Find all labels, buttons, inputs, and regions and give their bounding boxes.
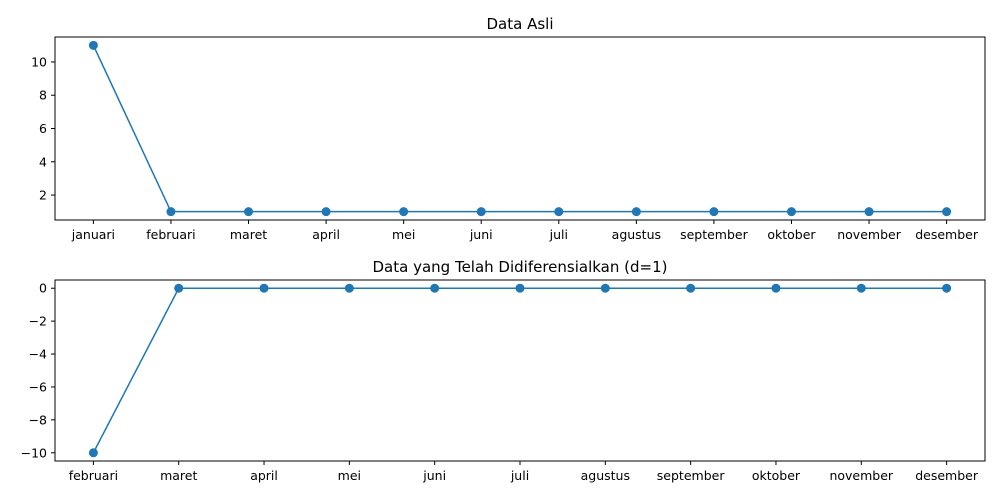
- x-tick-label: september: [680, 227, 749, 242]
- data-point-februari: [88, 448, 98, 458]
- data-point-februari: [166, 207, 176, 217]
- data-point-november: [864, 207, 874, 217]
- x-tick-label: agustus: [612, 227, 661, 242]
- chart-title: Data yang Telah Didiferensialkan (d=1): [373, 258, 668, 276]
- y-tick-label: −2: [29, 314, 47, 329]
- y-tick-label: −8: [29, 412, 47, 427]
- x-tick-label: april: [312, 227, 340, 242]
- x-tick-label: oktober: [767, 227, 816, 242]
- chart-panel-differenced-data: Data yang Telah Didiferensialkan (d=1) −1…: [21, 258, 986, 483]
- x-tick-label: februari: [69, 468, 118, 483]
- x-tick-label: juni: [469, 227, 493, 242]
- x-tick-label: maret: [160, 468, 197, 483]
- data-point-oktober: [771, 283, 781, 293]
- x-tick-label: desember: [915, 227, 979, 242]
- x-tick-label: juli: [549, 227, 568, 242]
- data-point-april: [259, 283, 269, 293]
- data-point-agustus: [631, 207, 641, 217]
- x-tick-label: april: [250, 468, 278, 483]
- x-tick-label: januari: [71, 227, 115, 242]
- data-point-mei: [344, 283, 354, 293]
- chart-panel-original-data: Data Asli 2 4 6 8 10 januari februari maret april…: [31, 15, 986, 242]
- y-tick-label: −10: [21, 445, 47, 460]
- data-point-juni: [430, 283, 440, 293]
- x-tick-label: juni: [422, 468, 446, 483]
- y-tick-label: −4: [29, 347, 47, 362]
- x-tick-label: oktober: [752, 468, 801, 483]
- x-tick-label: juli: [510, 468, 529, 483]
- x-tick-label: mei: [392, 227, 415, 242]
- y-tick-label: 2: [39, 188, 47, 203]
- y-tick-label: 0: [39, 281, 47, 296]
- data-point-september: [686, 283, 696, 293]
- data-point-juli: [515, 283, 525, 293]
- data-point-mei: [399, 207, 409, 217]
- data-point-oktober: [786, 207, 796, 217]
- data-point-juni: [476, 207, 486, 217]
- x-tick-label: mei: [338, 468, 361, 483]
- x-tick-label: agustus: [581, 468, 630, 483]
- y-tick-label: 4: [39, 154, 47, 169]
- data-point-juli: [554, 207, 564, 217]
- y-tick-label: −6: [29, 379, 47, 394]
- y-tick-label: 8: [39, 88, 47, 103]
- x-tick-label: maret: [230, 227, 267, 242]
- data-point-november: [856, 283, 866, 293]
- x-tick-label: november: [829, 468, 893, 483]
- data-point-agustus: [600, 283, 610, 293]
- x-tick-label: desember: [915, 468, 979, 483]
- series-line: [92, 45, 947, 213]
- data-point-januari: [88, 40, 98, 50]
- data-point-maret: [174, 283, 184, 293]
- data-point-maret: [244, 207, 254, 217]
- y-tick-label: 6: [39, 121, 47, 136]
- data-point-april: [321, 207, 331, 217]
- chart-title: Data Asli: [487, 15, 554, 33]
- data-point-desember: [942, 283, 952, 293]
- data-point-desember: [942, 207, 952, 217]
- data-point-september: [709, 207, 719, 217]
- x-tick-label: november: [837, 227, 901, 242]
- y-tick-label: 10: [31, 54, 47, 69]
- x-tick-label: september: [657, 468, 726, 483]
- x-tick-label: februari: [146, 227, 195, 242]
